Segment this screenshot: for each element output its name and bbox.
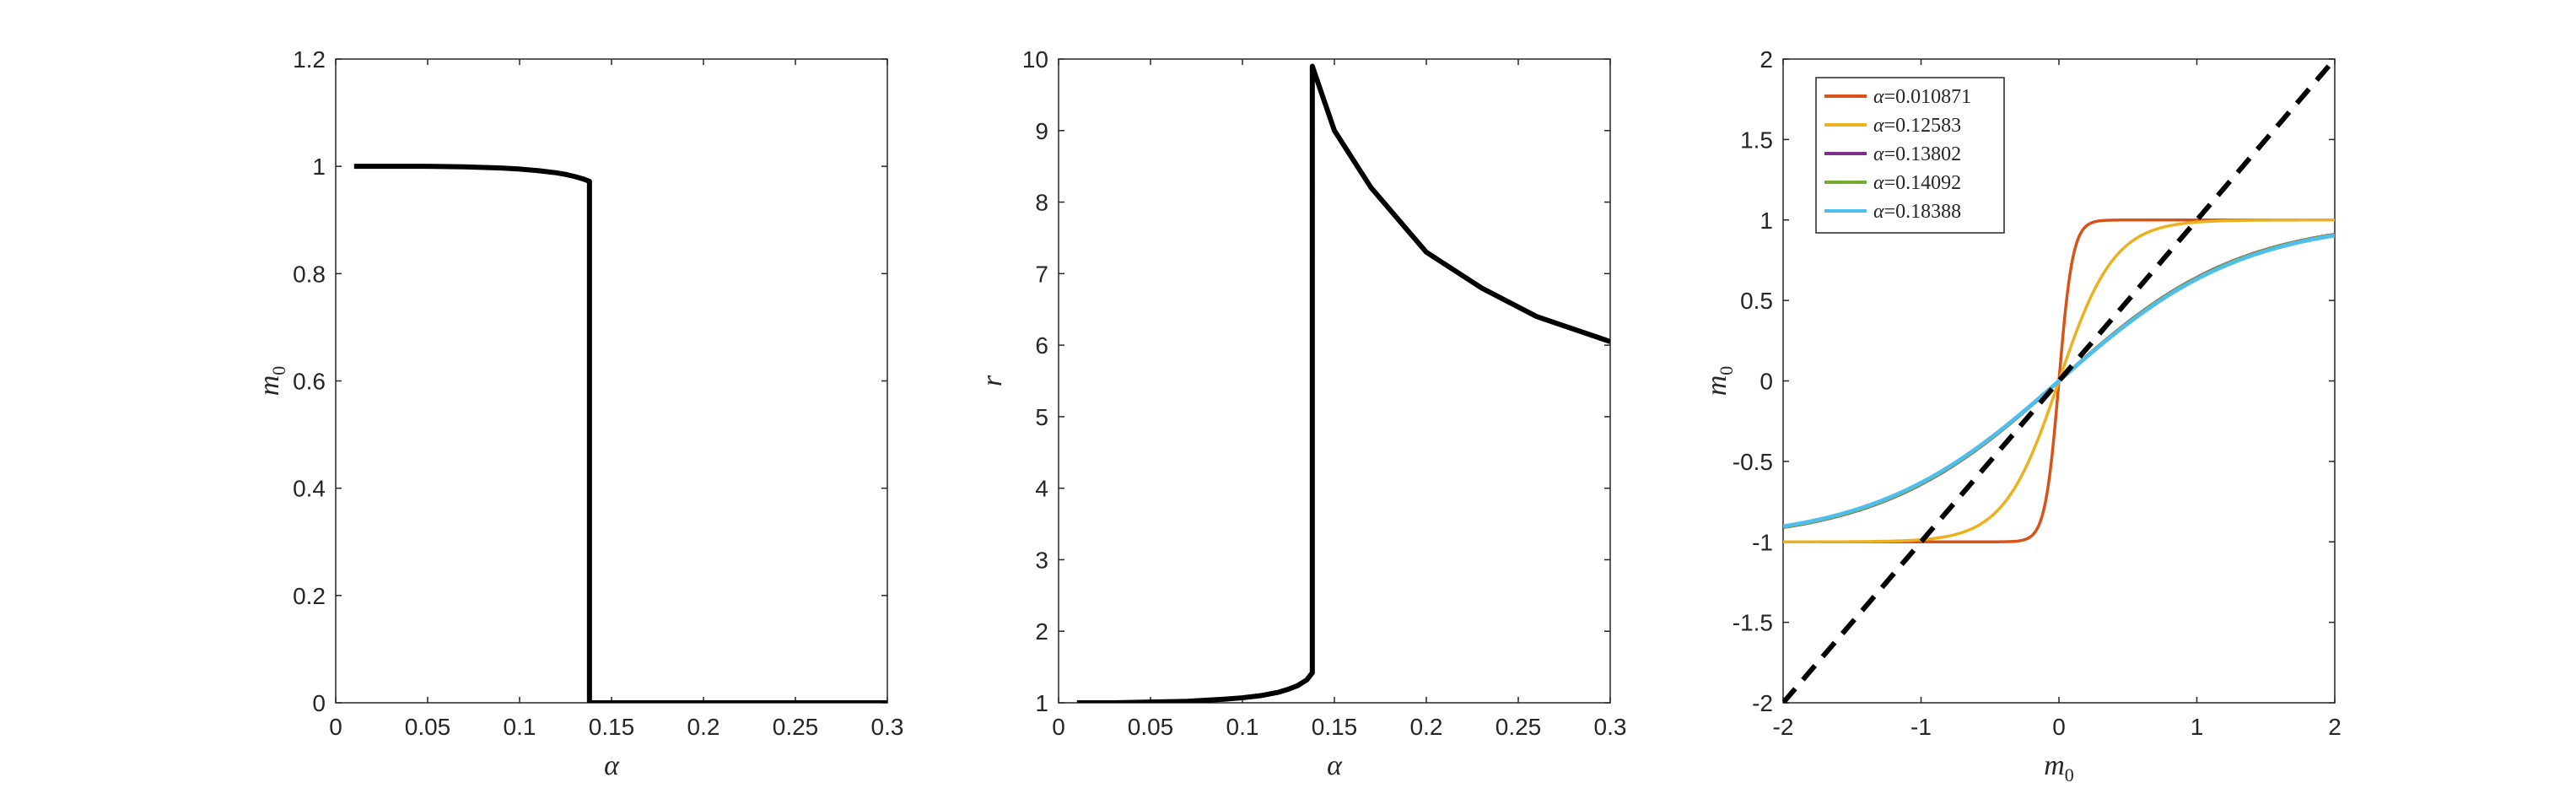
x-tick-label: 1 — [2191, 714, 2204, 740]
y-tick-label: 0.6 — [293, 369, 326, 395]
y-tick-label: 7 — [1035, 261, 1048, 287]
x-tick-label: 0.3 — [1594, 714, 1627, 740]
x-tick-label: 0.2 — [687, 714, 720, 740]
y-tick-label: 1 — [1035, 690, 1048, 716]
y-tick-label: -1 — [1752, 529, 1773, 555]
y-tick-label: 0.5 — [1740, 288, 1773, 314]
y-tick-label: 2 — [1035, 618, 1048, 645]
panel-r-vs-alpha: 0 0.05 0.1 0.15 0.2 0.25 0.3 1 2 3 4 5 6 7 8 9 10 α r — [977, 46, 1626, 781]
x-axis-label: α — [1327, 750, 1343, 781]
y-tick-label: 10 — [1022, 46, 1048, 73]
series-line-0 — [1076, 63, 1610, 703]
x-tick-label: 0.1 — [1226, 714, 1259, 740]
series-line-4 — [1783, 233, 2335, 529]
legend-entry-label: α=0.010871 — [1873, 86, 1971, 108]
y-tick-label: 5 — [1035, 404, 1048, 430]
x-tick-label: -1 — [1910, 714, 1932, 740]
x-tick-label: -2 — [1773, 714, 1794, 740]
y-axis-label-subscript: 0 — [1716, 366, 1737, 375]
x-tick-label: 0.25 — [1495, 714, 1542, 740]
legend-entry-label: α=0.12583 — [1873, 115, 1961, 137]
x-tick-label: 0.05 — [1128, 714, 1174, 740]
y-tick-label: 6 — [1035, 332, 1048, 359]
x-axis-label-subscript: 0 — [2065, 764, 2074, 785]
legend-entry-label: α=0.13802 — [1873, 143, 1961, 165]
x-tick-label: 0 — [329, 714, 342, 740]
series-group — [1783, 59, 2335, 703]
y-tick-label: 0.4 — [293, 476, 326, 502]
x-tick-label: 0.3 — [871, 714, 904, 740]
legend-entry-label: α=0.14092 — [1873, 172, 1961, 194]
y-tick-label: 0.8 — [293, 261, 326, 287]
x-tick-label: 0 — [1052, 714, 1065, 740]
x-tick-label: 2 — [2328, 714, 2342, 740]
y-tick-label: 1 — [1760, 208, 1773, 234]
x-tick-label: 0.15 — [589, 714, 635, 740]
identity-dashed-line — [1783, 59, 2335, 703]
y-tick-label: 0 — [1760, 369, 1773, 395]
series-line-0 — [353, 164, 887, 703]
x-tick-label: 0.05 — [405, 714, 451, 740]
y-tick-label: 1.5 — [1740, 127, 1773, 153]
y-tick-label: 3 — [1035, 547, 1048, 573]
x-tick-label: 0.25 — [773, 714, 819, 740]
x-axis-label: α — [604, 750, 620, 781]
x-tick-label: 0.2 — [1410, 714, 1443, 740]
y-tick-label: -0.5 — [1733, 449, 1773, 475]
series-group — [353, 164, 887, 703]
y-tick-label: 8 — [1035, 190, 1048, 216]
series-group — [1076, 63, 1610, 703]
x-tick-label: 0 — [2052, 714, 2066, 740]
y-tick-label: 0 — [312, 690, 326, 716]
y-tick-label: 0.2 — [293, 583, 326, 609]
y-tick-label: 1.2 — [293, 46, 326, 73]
y-axis-label-subscript: 0 — [268, 366, 289, 375]
y-tick-label: 9 — [1035, 118, 1048, 144]
legend: α=0.010871 α=0.12583 α=0.13802 α=0.14092 α=0… — [1815, 77, 2005, 234]
y-tick-label: 1 — [312, 154, 326, 180]
y-tick-label: -1.5 — [1733, 610, 1773, 636]
panel-m0-map: -2 -1 0 1 2-2-1.5-1-0.500.511.52m0m0α=0.0108… — [1701, 46, 2342, 785]
y-axis-label: r — [977, 375, 1008, 386]
x-tick-label: 0.1 — [504, 714, 536, 740]
x-tick-label: 0.15 — [1312, 714, 1358, 740]
y-tick-label: 4 — [1035, 476, 1048, 502]
y-tick-label: -2 — [1752, 690, 1773, 716]
y-tick-label: 2 — [1760, 46, 1773, 73]
legend-entry-label: α=0.18388 — [1873, 201, 1961, 223]
panel-m0-vs-alpha: 0 0.05 0.1 0.15 0.2 0.25 0.3 0 0.2 0.4 0.6 0.8 1 1.2 α… — [254, 46, 903, 781]
